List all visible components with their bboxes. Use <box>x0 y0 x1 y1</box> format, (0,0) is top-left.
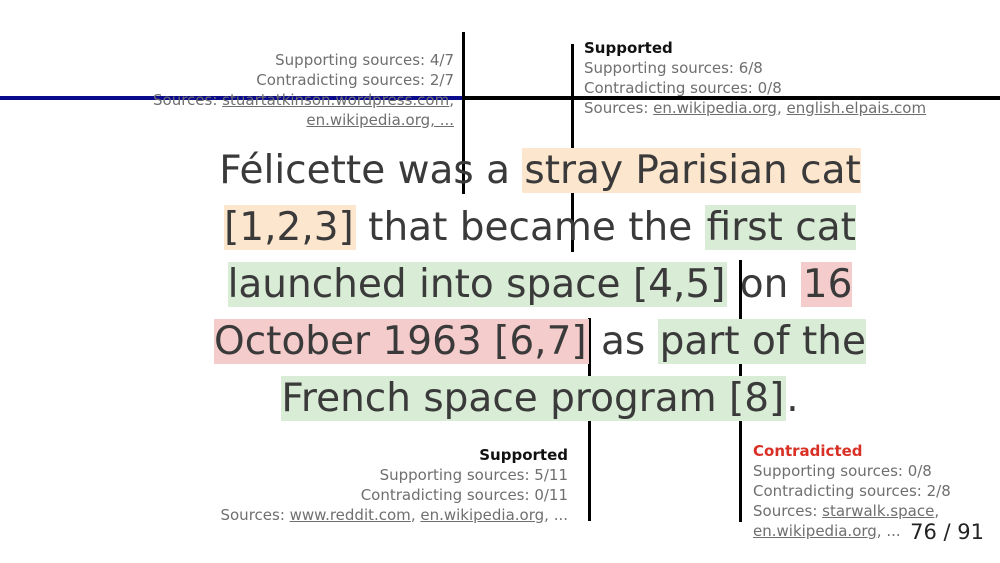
supporting-count: Supporting sources: 6/8 <box>584 59 763 77</box>
supporting-count: Supporting sources: 5/11 <box>379 466 568 484</box>
source-link[interactable]: english.elpais.com <box>786 99 927 117</box>
sources-separator: , <box>410 506 421 524</box>
sources-label: Sources: <box>753 502 823 520</box>
sources-label: Sources: <box>220 506 290 524</box>
sources-line: Sources: starwalk.space, <box>753 501 951 521</box>
supporting-count: Supporting sources: 0/8 <box>753 462 932 480</box>
source-link[interactable]: starwalk.space <box>822 502 935 520</box>
sources-ellipsis: , ... <box>544 506 568 524</box>
annotation-space-program: Supported Supporting sources: 5/11 Contr… <box>220 445 568 525</box>
contradicting-count: Contradicting sources: 2/8 <box>753 482 951 500</box>
source-link[interactable]: en.wikipedia.org <box>753 522 877 540</box>
source-link[interactable]: en.wikipedia.org <box>420 506 545 524</box>
page-separator: / <box>936 520 958 544</box>
sources-label: Sources: <box>153 91 223 109</box>
source-link[interactable]: stuartatkinson.wordpress.com <box>222 91 450 109</box>
annotation-launch-date: Contradicted Supporting sources: 0/8 Con… <box>753 441 951 541</box>
status-label: Supported <box>584 39 673 57</box>
connector-line-1 <box>462 32 465 194</box>
sources-line: Sources: en.wikipedia.org, english.elpai… <box>584 98 926 118</box>
annotation-first-cat: Supported Supporting sources: 6/8 Contra… <box>584 38 926 118</box>
top-rule-left <box>0 96 463 100</box>
sources-ellipsis: , ... <box>876 522 901 540</box>
annotation-stray-cat: Supporting sources: 4/7 Contradicting so… <box>153 50 454 130</box>
contradicting-count: Contradicting sources: 2/7 <box>256 71 454 89</box>
contradicting-count: Contradicting sources: 0/8 <box>584 79 782 97</box>
status-label: Contradicted <box>753 442 863 460</box>
sources-separator: , <box>449 91 454 109</box>
claim-segment: on <box>727 262 801 307</box>
supporting-count: Supporting sources: 4/7 <box>275 51 454 69</box>
sources-label: Sources: <box>584 99 654 117</box>
source-link[interactable]: www.reddit.com <box>289 506 411 524</box>
page-number: 76 / 91 <box>910 520 984 544</box>
claim-segment: that became the <box>355 205 705 250</box>
claim-segment: Félicette was a <box>219 148 523 193</box>
sources-separator: , <box>934 502 940 520</box>
sources-line: Sources: stuartatkinson.wordpress.com, <box>153 90 454 110</box>
page-total: 91 <box>957 520 984 544</box>
source-link[interactable]: en.wikipedia.org, ... <box>306 111 454 129</box>
contradicting-count: Contradicting sources: 0/11 <box>360 486 568 504</box>
page-current: 76 <box>910 520 937 544</box>
claim-segment: . <box>786 376 799 421</box>
sources-line: Sources: www.reddit.com, en.wikipedia.or… <box>220 505 568 525</box>
claim-text: Félicette was a stray Parisian cat [1,2,… <box>160 142 920 427</box>
status-label: Supported <box>479 446 568 464</box>
claim-segment: as <box>588 319 658 364</box>
sources-separator: , <box>776 99 787 117</box>
source-link[interactable]: en.wikipedia.org <box>653 99 777 117</box>
top-rule-right <box>463 96 1000 100</box>
